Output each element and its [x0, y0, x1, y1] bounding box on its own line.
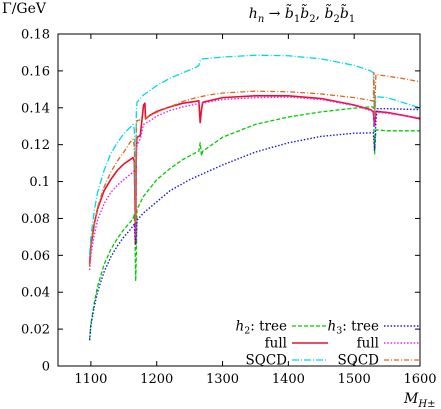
- legend-label: h3: tree: [328, 319, 379, 337]
- series-line-h3-tree: [88, 108, 420, 341]
- y-tick-label: 0.16: [21, 64, 50, 79]
- y-tick-label: 0.1: [29, 175, 50, 190]
- y-tick-label: 0.14: [21, 101, 50, 116]
- x-tick-label: 1200: [140, 372, 173, 387]
- x-tick-label: 1500: [338, 372, 371, 387]
- plot-frame: [57, 33, 421, 367]
- legend-label: full: [265, 336, 287, 352]
- y-axis-label: Γ/GeV: [2, 1, 47, 17]
- series-line-h2-tree: [88, 106, 420, 341]
- series-layer: [88, 54, 420, 341]
- legend-label: h2: tree: [236, 319, 287, 337]
- series-line-h3-sqcd: [88, 72, 420, 267]
- y-tick-label: 0.18: [21, 28, 50, 43]
- chart-title: hn → b̃1b̃2, b̃2b̃1: [249, 3, 355, 25]
- y-tick-label: 0.06: [21, 249, 50, 264]
- x-axis-label-text: MH±: [403, 391, 435, 409]
- y-tick-label: 0.08: [21, 212, 50, 227]
- y-tick-label: 0.12: [21, 138, 50, 153]
- y-tick-label: 0: [42, 360, 50, 375]
- x-axis-label: MH±: [403, 391, 435, 409]
- legend-label: SQCD: [338, 353, 380, 369]
- series-line-h2-sqcd: [88, 54, 420, 256]
- series-line-h2-full: [88, 94, 420, 265]
- y-tick-label: 0.04: [21, 286, 50, 301]
- y-tick-label: 0.02: [21, 323, 50, 338]
- legend-label: full: [357, 336, 379, 352]
- series-line-h3-full: [88, 96, 420, 271]
- x-tick-label: 1400: [272, 372, 305, 387]
- x-tick-label: 1100: [74, 372, 107, 387]
- legend-label: SQCD: [246, 353, 288, 369]
- axis-ticks: 1100 1200 1300 1400 1500 1600 0 0.02 0.04 0.06 0.0…: [21, 28, 437, 388]
- x-tick-label: 1300: [206, 372, 239, 387]
- chart-title-text: hn → b̃1b̃2, b̃2b̃1: [249, 3, 355, 25]
- x-tick-label: 1600: [403, 372, 436, 387]
